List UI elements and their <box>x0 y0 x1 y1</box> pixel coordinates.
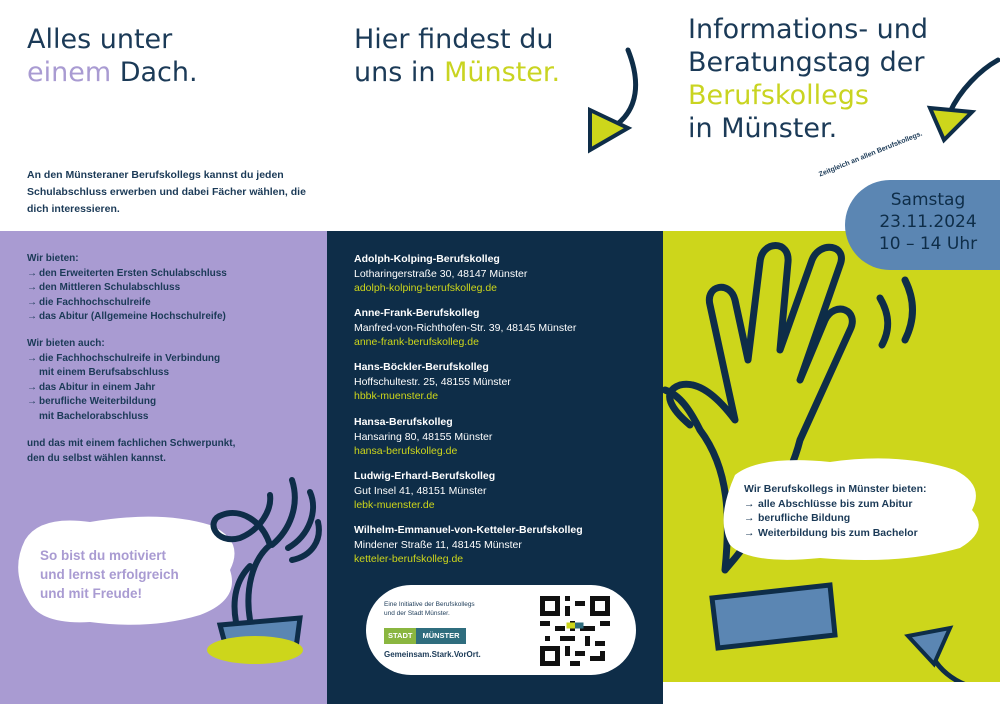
offer-list: Wir bieten: den Erweiterten Ersten Schul… <box>27 252 227 325</box>
arrowhead-icon <box>926 105 977 144</box>
school-entry: Ludwig-Erhard-Berufskolleg Gut Insel 41,… <box>354 469 654 513</box>
list-item: berufliche Bildung <box>744 511 927 526</box>
closing-text: und das mit einem fachlichen Schwerpunkt… <box>27 437 235 466</box>
arrow-left-icon <box>947 57 1000 115</box>
partner-line: Eine Initiative der Berufskollegs <box>384 601 475 608</box>
headline-text: uns in <box>354 57 445 88</box>
list-item: die Fachhochschulreife in Verbindung <box>27 352 220 367</box>
date-time: 10 – 14 Uhr <box>878 234 978 254</box>
headline-line: Alles unter <box>27 24 173 55</box>
offer-title: Wir bieten: <box>27 253 79 264</box>
headline-line: Informations- und <box>688 14 929 45</box>
closing-line: und das mit einem fachlichen Schwerpunkt… <box>27 438 236 449</box>
intro-text: An den Münsteraner Berufskollegs kannst … <box>27 169 306 215</box>
headline-col3: Informations- und Beratungstag der Beruf… <box>688 13 928 145</box>
offer-box: Wir Berufskollegs in Münster bieten: all… <box>744 482 927 540</box>
list-item: alle Abschlüsse bis zum Abitur <box>744 497 927 512</box>
motivation-line: und lernst erfolgreich <box>40 567 179 582</box>
list-item-cont: mit einem Berufsabschluss <box>39 367 170 378</box>
school-entry: Hans-Böckler-Berufskolleg Hoffschultestr… <box>354 360 654 404</box>
school-name: Hansa-Berufskolleg <box>354 416 453 428</box>
list-item: Weiterbildung bis zum Bachelor <box>744 526 927 541</box>
headline-col2: Hier findest du uns in Münster. <box>354 23 560 89</box>
school-name: Wilhelm-Emmanuel-von-Ketteler-Berufskoll… <box>354 524 583 536</box>
school-link[interactable]: anne-frank-berufskolleg.de <box>354 336 479 348</box>
school-link[interactable]: hansa-berufskolleg.de <box>354 445 458 457</box>
headline-col1: Alles unter einem Dach. <box>27 23 198 89</box>
school-name: Hans-Böckler-Berufskolleg <box>354 361 489 373</box>
stadt-muenster-logo: STADT MÜNSTER <box>384 628 466 644</box>
headline-line: einem Dach. <box>27 56 198 89</box>
school-address: Mindener Straße 11, 48145 Münster <box>354 538 522 551</box>
school-entry: Adolph-Kolping-Berufskolleg Lotharingers… <box>354 252 654 296</box>
school-link[interactable]: hbbk-muenster.de <box>354 390 439 402</box>
headline-line: Beratungstag der <box>688 47 925 78</box>
headline-line: uns in Münster. <box>354 56 560 89</box>
list-item: den Erweiterten Ersten Schulabschluss <box>27 267 227 282</box>
school-address: Manfred-von-Richthofen-Str. 39, 48145 Mü… <box>354 321 577 334</box>
school-link[interactable]: adolph-kolping-berufskolleg.de <box>354 282 498 294</box>
school-link[interactable]: lebk-muenster.de <box>354 499 435 511</box>
arrow-down-icon <box>609 47 639 131</box>
offer2-title: Wir bieten auch: <box>27 338 105 349</box>
partner-note: Eine Initiative der Berufskollegs und de… <box>384 600 475 618</box>
motivation-line: So bist du motiviert <box>40 548 167 563</box>
school-entry: Anne-Frank-Berufskolleg Manfred-von-Rich… <box>354 306 654 350</box>
headline-line: in Münster. <box>688 113 838 144</box>
arrowhead-icon <box>588 106 633 154</box>
school-name: Anne-Frank-Berufskolleg <box>354 307 480 319</box>
school-link[interactable]: ketteler-berufskolleg.de <box>354 553 464 565</box>
headline-accent: Berufskollegs <box>688 80 869 111</box>
headline-line: Hier findest du <box>354 24 554 55</box>
logo-part: MÜNSTER <box>416 628 466 644</box>
motivation-text: So bist du motiviert und lernst erfolgre… <box>40 546 179 603</box>
qr-code-icon[interactable] <box>540 596 610 666</box>
headline-accent: einem <box>27 57 112 88</box>
slogan: Gemeinsam.Stark.VorOrt. <box>384 650 481 659</box>
list-item: die Fachhochschulreife <box>27 296 227 311</box>
date-text: Samstag 23.11.2024 10 – 14 Uhr <box>858 189 998 255</box>
offer-box-title: Wir Berufskollegs in Münster bieten: <box>744 483 927 495</box>
school-address: Lotharingerstraße 30, 48147 Münster <box>354 267 528 280</box>
list-item: berufliche Weiterbildung <box>27 395 220 410</box>
offer2-list: Wir bieten auch: die Fachhochschulreife … <box>27 337 220 424</box>
school-name: Adolph-Kolping-Berufskolleg <box>354 253 500 265</box>
date-day: Samstag <box>890 190 966 210</box>
headline-text: Dach. <box>111 57 198 88</box>
school-name: Ludwig-Erhard-Berufskolleg <box>354 470 496 482</box>
date-date: 23.11.2024 <box>879 212 977 232</box>
school-address: Hoffschultestr. 25, 48155 Münster <box>354 375 511 388</box>
school-entry: Hansa-Berufskolleg Hansaring 80, 48155 M… <box>354 415 654 459</box>
list-item: das Abitur in einem Jahr <box>27 381 220 396</box>
partner-line: und der Stadt Münster. <box>384 610 450 617</box>
school-address: Gut Insel 41, 48151 Münster <box>354 484 487 497</box>
motivation-line: und mit Freude! <box>40 586 142 601</box>
school-address: Hansaring 80, 48155 Münster <box>354 430 493 443</box>
list-item: das Abitur (Allgemeine Hochschulreife) <box>27 310 227 325</box>
list-item: den Mittleren Schulabschluss <box>27 281 227 296</box>
logo-part: STADT <box>384 628 417 644</box>
date-badge <box>845 180 1000 270</box>
closing-line: den du selbst wählen kannst. <box>27 452 166 464</box>
headline-accent: Münster. <box>444 57 561 88</box>
list-item-cont: mit Bachelorabschluss <box>39 410 149 422</box>
school-entry: Wilhelm-Emmanuel-von-Ketteler-Berufskoll… <box>354 523 654 567</box>
lime-panel <box>663 231 1000 704</box>
